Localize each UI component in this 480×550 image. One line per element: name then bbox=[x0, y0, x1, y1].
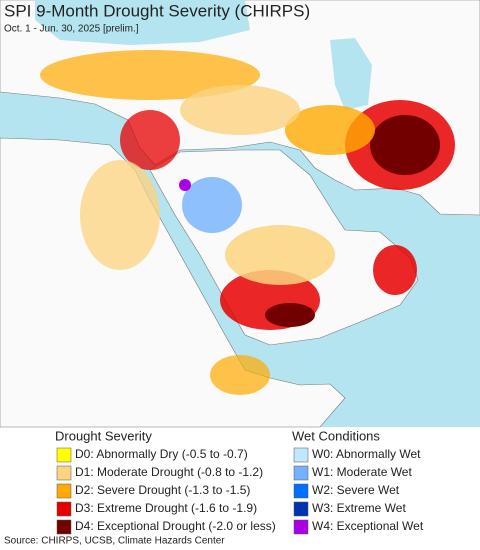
legend-swatch bbox=[293, 483, 309, 499]
legend-swatch bbox=[56, 447, 72, 463]
legend-label: D3: Extreme Drought (-1.6 to -1.9) bbox=[75, 501, 257, 515]
legend-label: W2: Severe Wet bbox=[312, 483, 400, 497]
legend-label: D1: Moderate Drought (-0.8 to -1.2) bbox=[75, 465, 263, 479]
legend-label: W0: Abnormally Wet bbox=[312, 447, 421, 461]
subtitle: Oct. 1 - Jun. 30, 2025 [prelim.] bbox=[4, 24, 139, 35]
legend-label: W1: Moderate Wet bbox=[312, 465, 412, 479]
legend-label: D0: Abnormally Dry (-0.5 to -0.7) bbox=[75, 447, 248, 461]
legend-title: Drought Severity bbox=[55, 428, 152, 443]
legend-swatch bbox=[293, 447, 309, 463]
legend-label: W3: Extreme Wet bbox=[312, 501, 406, 515]
legend-title: Wet Conditions bbox=[292, 428, 380, 443]
legend-swatch bbox=[56, 465, 72, 481]
source: Source: CHIRPS, UCSB, Climate Hazards Ce… bbox=[4, 536, 225, 547]
legend-swatch bbox=[56, 501, 72, 517]
legend-label: W4: Exceptional Wet bbox=[312, 519, 424, 533]
legend-swatch bbox=[293, 519, 309, 535]
legend-label: D4: Exceptional Drought (-2.0 or less) bbox=[75, 519, 276, 533]
map bbox=[0, 0, 480, 428]
legend-swatch bbox=[293, 465, 309, 481]
legend-swatch bbox=[56, 483, 72, 499]
legend-swatch bbox=[293, 501, 309, 517]
legend-swatch bbox=[56, 519, 72, 535]
title: SPI 9-Month Drought Severity (CHIRPS) bbox=[4, 1, 310, 20]
legend-label: D2: Severe Drought (-1.3 to -1.5) bbox=[75, 483, 250, 497]
